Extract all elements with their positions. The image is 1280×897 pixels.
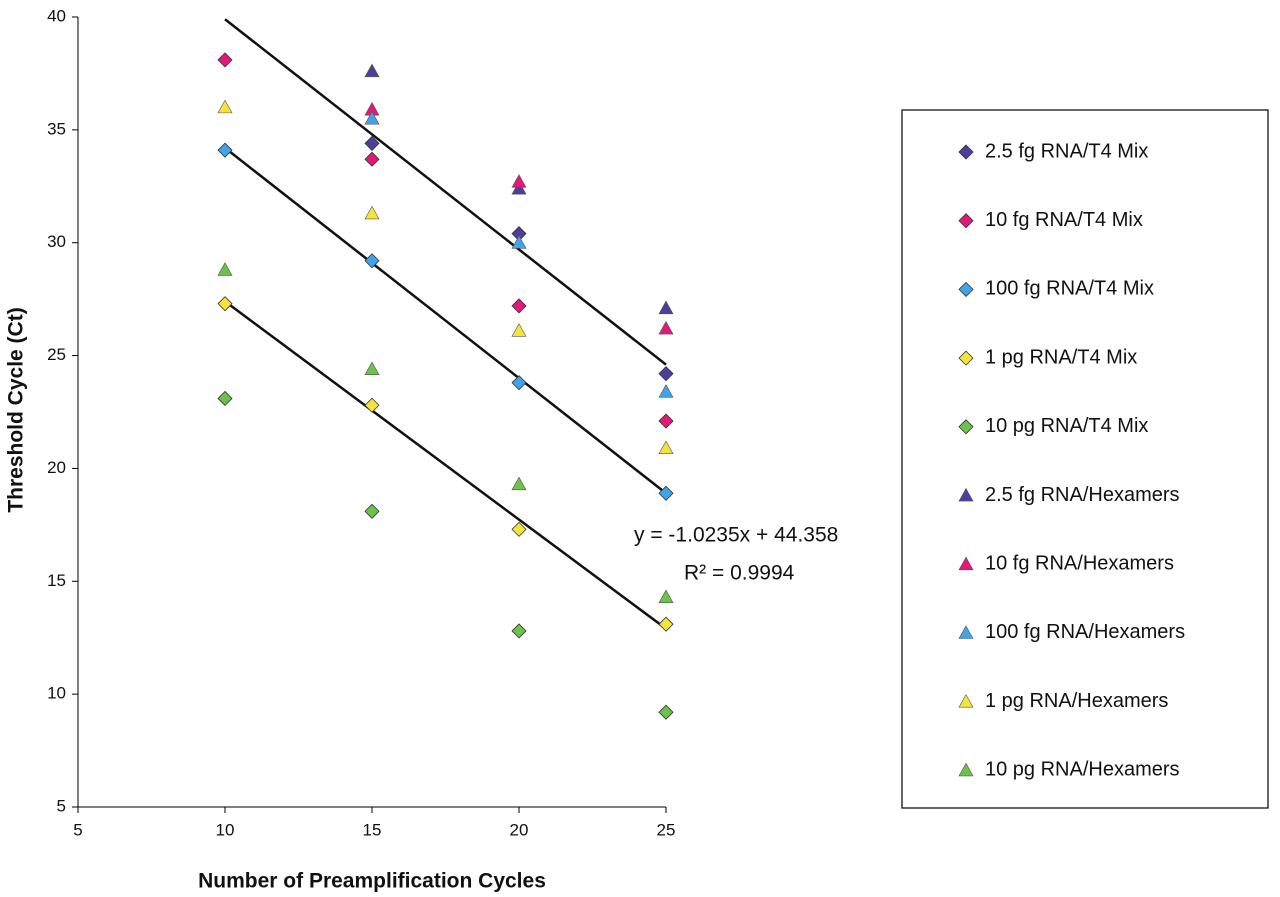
x-tick-label: 25 [657, 820, 676, 839]
point [658, 384, 674, 398]
trendline [224, 18, 667, 366]
point [658, 413, 674, 429]
point [658, 704, 674, 720]
legend-box [901, 109, 1269, 809]
point [217, 390, 233, 407]
point [217, 99, 233, 114]
y-tick-label: 30 [47, 232, 66, 251]
y-tick-label: 25 [47, 345, 66, 364]
point [217, 52, 233, 68]
point [658, 300, 674, 315]
legend-marker [958, 625, 974, 639]
point [658, 616, 674, 632]
point [511, 476, 527, 491]
point [511, 521, 527, 537]
legend-label: 2.5 fg RNA/Hexamers [985, 484, 1180, 506]
point [217, 296, 233, 312]
legend-marker [958, 213, 974, 229]
point [658, 366, 674, 382]
point [511, 235, 527, 249]
point [658, 320, 674, 335]
point [364, 135, 380, 151]
point [511, 375, 527, 391]
equation: y = -1.0235x + 44.358 [634, 524, 838, 547]
point [217, 142, 233, 158]
point [364, 397, 380, 413]
legend-label: 100 fg RNA/T4 Mix [985, 278, 1154, 300]
y-tick-label: 35 [47, 119, 66, 138]
y-tick-label: 40 [47, 6, 66, 25]
point [658, 589, 674, 603]
legend-marker [958, 419, 974, 435]
legend-label: 10 pg RNA/Hexamers [985, 759, 1180, 781]
legend-label: 2.5 fg RNA/T4 Mix [985, 140, 1148, 162]
legend-marker [958, 487, 974, 502]
legend-marker [958, 144, 974, 160]
legend-label: 1 pg RNA/T4 Mix [985, 346, 1137, 368]
point [364, 361, 380, 376]
legend-label: 100 fg RNA/Hexamers [985, 621, 1185, 643]
y-tick-label: 15 [47, 571, 66, 590]
legend-label: 1 pg RNA/Hexamers [985, 690, 1168, 712]
point [364, 151, 380, 167]
y-axis-label: Threshold Cycle (Ct) [5, 307, 28, 512]
point [658, 485, 674, 501]
y-tick-label: 10 [47, 684, 66, 703]
point [364, 63, 380, 78]
point [511, 180, 527, 195]
legend-marker [958, 281, 974, 297]
legend-marker [958, 556, 974, 571]
legend-label: 10 fg RNA/T4 Mix [985, 209, 1143, 231]
point [511, 323, 527, 337]
point [511, 298, 527, 314]
x-tick-label: 20 [510, 820, 529, 839]
y-tick-label: 5 [57, 796, 66, 815]
legend-label: 10 fg RNA/Hexamers [985, 552, 1174, 574]
legend-label: 10 pg RNA/T4 Mix [985, 415, 1148, 437]
point [364, 110, 380, 125]
x-tick-label: 15 [363, 820, 382, 839]
point [217, 262, 233, 276]
trendline [224, 300, 667, 630]
point [364, 205, 380, 220]
y-tick-label: 20 [47, 458, 66, 477]
x-tick-label: 10 [216, 820, 235, 839]
x-tick-label: 5 [73, 820, 82, 839]
trendline [224, 146, 667, 495]
r-squared: R² = 0.9994 [684, 562, 795, 585]
legend-marker [958, 350, 974, 366]
x-axis-label: Number of Preamplification Cycles [198, 870, 546, 893]
point [511, 623, 527, 639]
legend-marker [958, 762, 974, 777]
point [364, 503, 380, 519]
point [658, 440, 674, 455]
legend-marker [958, 693, 974, 708]
point [511, 174, 527, 188]
point [364, 253, 380, 269]
